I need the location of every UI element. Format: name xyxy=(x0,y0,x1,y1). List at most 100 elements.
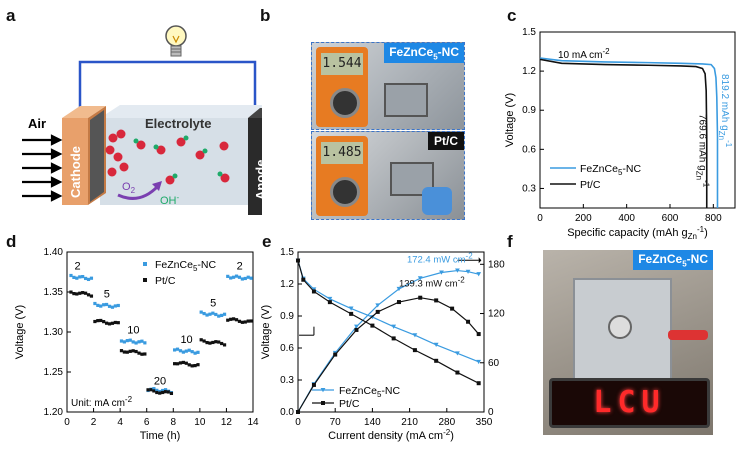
voltage-line-fezn xyxy=(297,260,479,363)
point-fezn xyxy=(93,301,97,306)
x-tick-label: 0 xyxy=(64,417,70,428)
reaction-arrow xyxy=(117,184,160,200)
chart-polarization-power: 0 70 140 210 280 350 0.0 0.3 0.6 0.9 1.2 1.5 0 60 120 1… xyxy=(260,247,505,442)
voltage-point xyxy=(311,287,317,292)
led-text: LCU xyxy=(593,385,666,420)
point-ptc xyxy=(152,389,156,393)
capacity-label-fezn: 819.2 mAh gZn-1 xyxy=(717,74,733,148)
y-tick-label: 1.35 xyxy=(44,287,64,298)
power-point xyxy=(450,306,455,311)
point-fezn xyxy=(237,275,242,279)
point-ptc xyxy=(193,363,197,368)
point-fezn xyxy=(173,348,177,352)
power-point xyxy=(311,382,316,387)
point-fezn xyxy=(190,350,194,354)
voltage-point xyxy=(301,277,306,282)
voltage-point xyxy=(434,358,439,363)
power-point xyxy=(296,410,300,414)
hydrogen-atoms xyxy=(133,135,223,179)
legend-label: FeZnCe5-NC xyxy=(155,259,216,273)
chart-discharge-capacity: 0 200 400 600 800 0.3 0.6 0.9 1.2 1.5 10 mA cm-2 81… xyxy=(504,27,736,240)
power-point xyxy=(418,295,423,300)
point-fezn xyxy=(178,349,183,353)
voltage-point xyxy=(476,381,481,386)
point-ptc xyxy=(173,362,177,366)
point-ptc xyxy=(161,390,165,395)
o2-label: O2 xyxy=(122,181,136,195)
point-ptc xyxy=(184,361,188,365)
point-fezn xyxy=(249,276,253,280)
x-tick-label: 400 xyxy=(618,213,635,224)
voltage-point xyxy=(311,289,316,294)
step-label: 20 xyxy=(154,375,166,387)
point-ptc xyxy=(187,363,191,367)
power-point xyxy=(354,324,359,329)
x-axis-label: Specific capacity (mAh gZn-1) xyxy=(567,225,708,240)
panel-letter-b: b xyxy=(260,6,271,25)
point-ptc xyxy=(93,319,97,324)
y-tick-label: 0.0 xyxy=(280,407,294,418)
point-ptc xyxy=(222,343,227,347)
point-ptc xyxy=(237,319,242,323)
point-ptc xyxy=(107,322,112,326)
point-ptc xyxy=(96,319,100,323)
point-ptc xyxy=(205,340,209,345)
point-ptc xyxy=(240,320,244,324)
point-ptc xyxy=(75,292,79,296)
led-badge: LCU xyxy=(549,378,710,428)
point-ptc xyxy=(158,391,162,395)
point-ptc xyxy=(110,321,115,325)
legend-label: Pt/C xyxy=(155,275,176,287)
point-ptc xyxy=(175,362,180,366)
point-fezn xyxy=(122,340,126,344)
point-fezn xyxy=(181,350,185,354)
point-fezn xyxy=(116,303,120,308)
power-point xyxy=(455,268,460,273)
point-fezn xyxy=(99,304,103,308)
step-label: 2 xyxy=(237,261,243,273)
cell-window xyxy=(608,315,632,339)
external-wire xyxy=(78,60,257,110)
point-fezn xyxy=(243,276,247,281)
voltage-point xyxy=(391,336,396,341)
legend-swatch xyxy=(143,278,147,282)
point-fezn xyxy=(89,276,94,280)
point-ptc xyxy=(181,360,185,365)
voltage-point xyxy=(327,300,332,305)
y-tick-label: 0.3 xyxy=(280,375,294,386)
step-label: 2 xyxy=(75,261,81,273)
voltage-point xyxy=(412,348,417,353)
x-tick-label: 10 xyxy=(194,417,206,428)
voltage-point xyxy=(476,359,482,365)
point-ptc xyxy=(131,349,135,353)
anode-electrode xyxy=(248,108,262,215)
y-tick-label: 1.40 xyxy=(44,247,64,258)
point-fezn xyxy=(69,273,73,278)
point-ptc xyxy=(128,349,132,353)
point-ptc xyxy=(86,293,91,297)
x-tick-label: 600 xyxy=(662,213,679,224)
point-ptc xyxy=(208,341,212,345)
fezn-tag-f: FeZnCe5-NC xyxy=(633,250,713,271)
power-point xyxy=(354,327,359,332)
point-ptc xyxy=(214,340,218,344)
x-tick-label: 12 xyxy=(221,417,233,428)
ptc-tag: Pt/C xyxy=(428,132,464,150)
point-fezn xyxy=(211,311,215,315)
point-fezn xyxy=(72,275,76,280)
x-tick-label: 8 xyxy=(171,417,177,428)
point-ptc xyxy=(119,349,124,353)
legend-marker xyxy=(321,401,325,405)
x-tick-label: 70 xyxy=(330,417,342,428)
point-fezn xyxy=(137,340,141,344)
x-tick-label: 0 xyxy=(537,213,543,224)
y-tick-label: 1.2 xyxy=(522,66,536,77)
voltage-point xyxy=(349,311,354,316)
oxygen-molecules xyxy=(105,129,230,185)
unit-note: Unit: mA cm-2 xyxy=(71,395,133,409)
step-label: 5 xyxy=(104,289,110,301)
power-point xyxy=(476,272,482,277)
y-tick-label: 1.25 xyxy=(44,367,64,378)
point-fezn xyxy=(187,348,191,352)
point-fezn xyxy=(128,338,132,342)
